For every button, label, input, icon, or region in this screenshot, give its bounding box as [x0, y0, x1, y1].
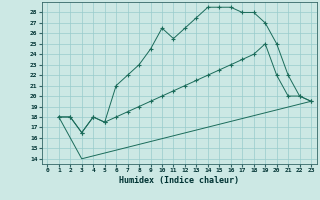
X-axis label: Humidex (Indice chaleur): Humidex (Indice chaleur) [119, 176, 239, 185]
